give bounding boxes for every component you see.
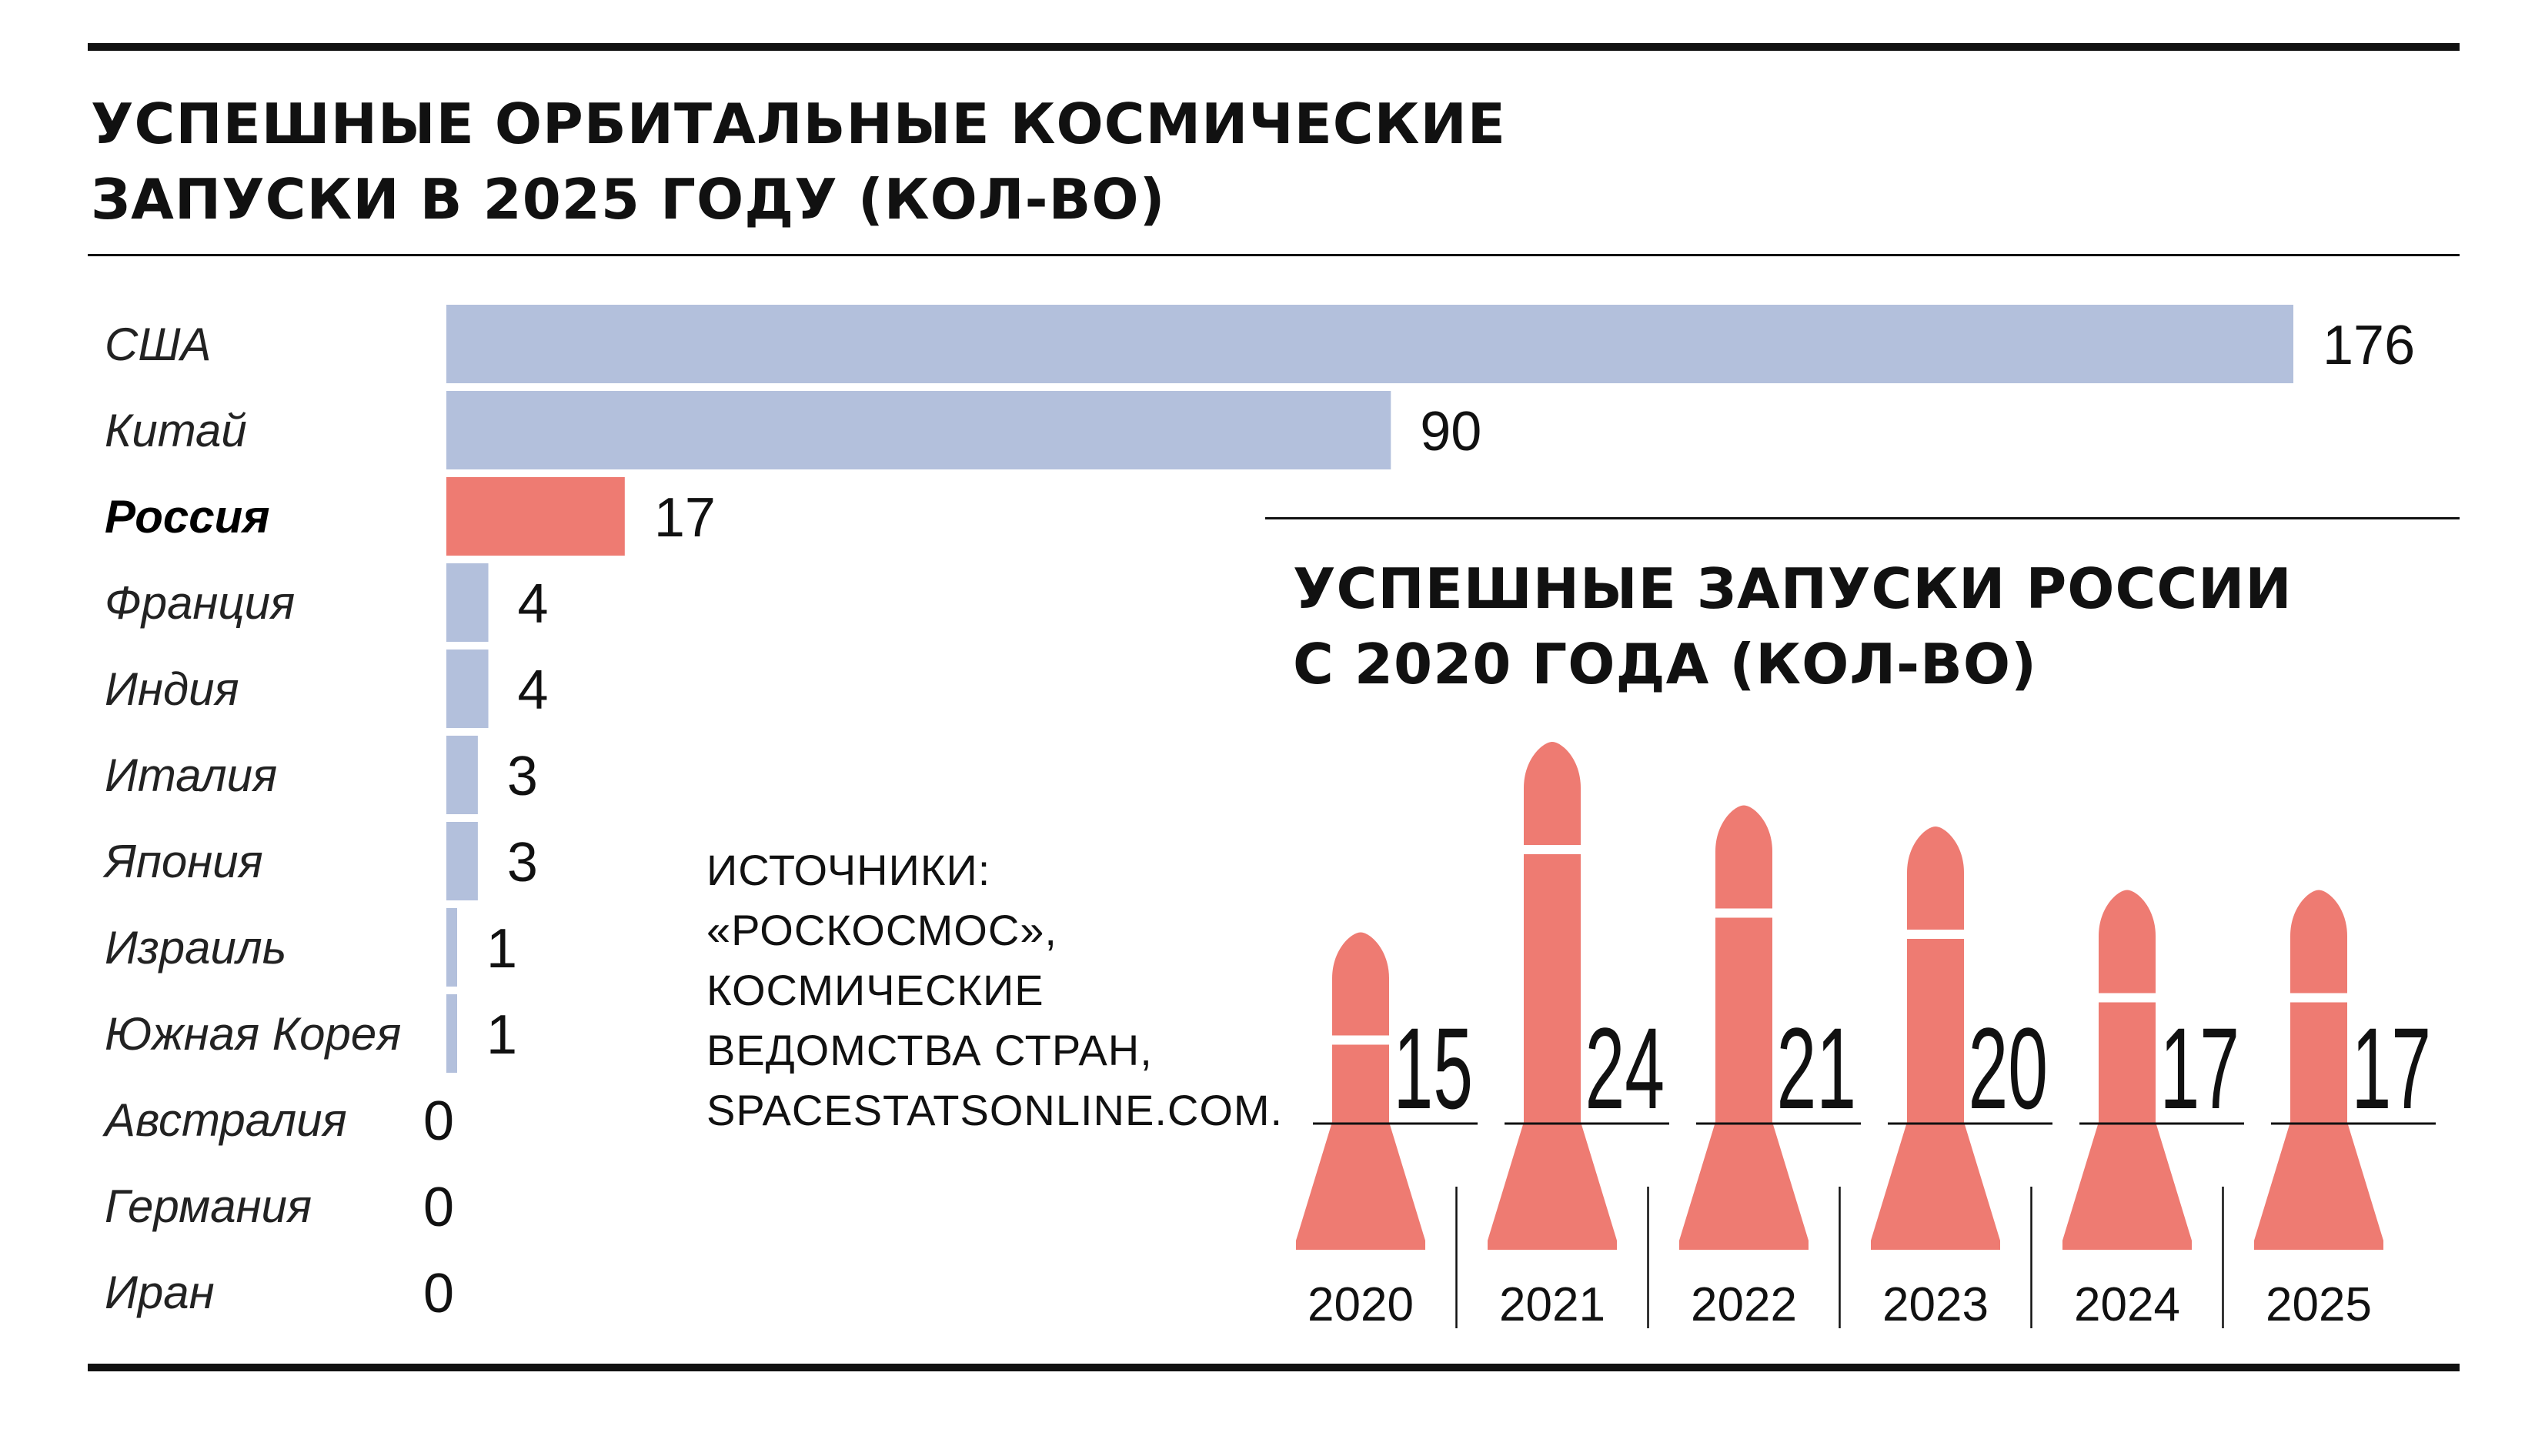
rocket-nose [1907,827,1964,930]
top-rule [88,43,2460,51]
rocket-nose [1715,805,1772,909]
category-label: Россия [105,491,270,543]
bar [446,736,478,814]
inset-top-rule [1265,517,2460,519]
value-label: 17 [654,487,716,549]
rocket-body [2254,1002,2383,1250]
inset-chart-title: УСПЕШНЫЕ ЗАПУСКИ РОССИИ С 2020 ГОДА (КОЛ… [1293,551,2293,702]
rocket-value-label: 17 [2352,1004,2431,1133]
rocket-nose [1524,742,1581,845]
value-label: 0 [423,1263,454,1324]
rocket-value-label: 24 [1585,1004,1665,1133]
value-label: 0 [423,1177,454,1238]
bottom-rule [88,1364,2460,1371]
category-label: Япония [102,836,263,887]
bar [446,563,489,642]
value-label: 3 [507,746,538,807]
year-label: 2025 [2266,1278,2372,1331]
rocket-value-label: 17 [2160,1004,2239,1133]
year-label: 2020 [1308,1278,1414,1331]
year-label: 2022 [1691,1278,1797,1331]
sources-line: КОСМИЧЕСКИЕ [706,966,1044,1014]
value-label: 90 [1420,401,1481,463]
category-label: Китай [105,405,247,456]
rocket-body [1296,1044,1425,1250]
category-label: Франция [105,577,295,629]
sources-line: «РОСКОСМОС», [706,906,1057,954]
inset-title-line-1: УСПЕШНЫЕ ЗАПУСКИ РОССИИ [1293,556,2293,621]
rocket-body [2062,1002,2192,1250]
rocket-nose [2290,890,2347,993]
value-label: 4 [518,660,549,721]
chart-title-line-2: ЗАПУСКИ В 2025 ГОДУ (КОЛ-ВО) [91,167,1166,232]
category-label: Иран [105,1267,215,1318]
category-label: США [105,319,212,370]
bar [446,650,489,728]
year-label: 2021 [1499,1278,1605,1331]
value-label: 1 [486,918,517,980]
chart-title-line-1: УСПЕШНЫЕ ОРБИТАЛЬНЫЕ КОСМИЧЕСКИЕ [91,92,1506,156]
rocket-nose [1332,932,1389,1036]
category-label: Италия [105,750,277,801]
value-label: 0 [423,1090,454,1152]
rocket-value-label: 20 [1969,1004,2048,1133]
rocket-body [1488,854,1617,1250]
category-label: Южная Корея [105,1008,401,1060]
chart-title: УСПЕШНЫЕ ОРБИТАЛЬНЫЕ КОСМИЧЕСКИЕ ЗАПУСКИ… [91,86,1506,237]
sources-line: ВЕДОМСТВА СТРАН, [706,1026,1153,1074]
bar [446,477,625,556]
title-underline [88,254,2460,256]
category-label: Австралия [102,1094,347,1146]
category-label: Израиль [105,922,286,973]
category-label: Германия [105,1180,312,1232]
value-label: 4 [518,573,549,635]
bar [446,305,2293,383]
rocket-value-label: 15 [1394,1004,1473,1133]
bar [446,391,1391,469]
sources-note: ИСТОЧНИКИ: «РОСКОСМОС», КОСМИЧЕСКИЕ ВЕДО… [706,840,1283,1140]
bar [446,822,478,900]
rocket-body [1679,917,1809,1250]
value-label: 1 [486,1004,517,1066]
year-label: 2024 [2074,1278,2180,1331]
sources-line: ИСТОЧНИКИ: [706,846,991,894]
rocket-body [1871,939,2000,1250]
rocket-nose [2099,890,2156,993]
bar [446,908,457,987]
bar [446,994,457,1073]
rocket-value-label: 21 [1777,1004,1856,1133]
value-label: 176 [2323,315,2415,376]
inset-title-line-2: С 2020 ГОДА (КОЛ-ВО) [1293,632,2038,696]
value-label: 3 [507,832,538,893]
year-label: 2023 [1882,1278,1989,1331]
sources-line: SPACESTATSONLINE.COM. [706,1086,1284,1134]
category-label: Индия [105,663,239,715]
